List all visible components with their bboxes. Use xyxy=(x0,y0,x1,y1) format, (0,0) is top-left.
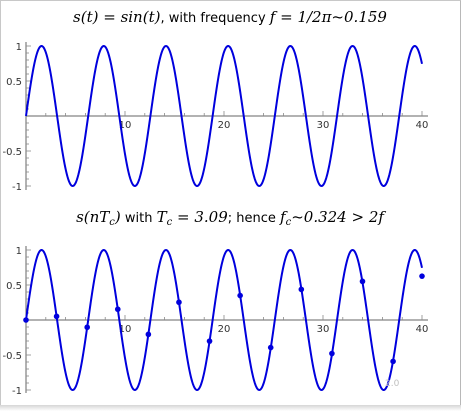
chart2-y-tick-label: 1 xyxy=(16,246,22,257)
chart2-sample-point xyxy=(53,313,60,320)
chart2-title-fc-sub: c xyxy=(286,217,292,228)
chart1-x-tick-label: 10 xyxy=(119,120,132,131)
chart2-sample-point xyxy=(298,286,305,293)
chart2-title-fc-rest: ~0.324 > 2f xyxy=(291,208,386,226)
watermark: 2.0 xyxy=(385,379,400,389)
chart1-series xyxy=(25,44,423,188)
chart1-y-tick-label: -1 xyxy=(12,182,22,193)
chart1-x-tick-label: 30 xyxy=(317,120,330,131)
chart1-title: s(t) = sin(t), with frequency f = 1/2π~0… xyxy=(73,8,387,26)
chart1-y-tick-label: 1 xyxy=(16,42,22,53)
chart2-y-tick-label: -1 xyxy=(12,386,22,397)
chart2-title-lhs: s(nT xyxy=(76,208,110,226)
chart2-x-tick-label: 20 xyxy=(218,324,231,335)
chart1-title-lhs: s(t) = sin(t) xyxy=(73,8,161,26)
chart2-sample-point xyxy=(23,317,29,323)
chart1-title-rhs: f = 1/2π~0.159 xyxy=(269,8,388,26)
chart2-x-tick-label: 40 xyxy=(416,324,429,335)
chart2-sample-point xyxy=(237,292,243,299)
chart2-ticks: 10 20 30 40 1 0.5 -0.5 -1 xyxy=(2,246,428,397)
chart2-title-mid1: with xyxy=(121,211,157,226)
figure-shadow xyxy=(0,405,461,411)
chart2-title-tc: T xyxy=(157,208,168,226)
chart1-plot: 10 20 30 40 1 0.5 -0.5 -1 xyxy=(2,42,428,193)
chart2-title: s(nTc) with Tc = 3.09; hence fc~0.324 > … xyxy=(76,208,386,228)
chart2-title-fc: f xyxy=(279,208,288,226)
chart2-sample-point xyxy=(329,350,335,357)
chart1-x-tick-label: 20 xyxy=(218,120,231,131)
chart2-sample-point xyxy=(84,324,90,331)
chart2-title-mid2: ; hence xyxy=(228,211,280,226)
chart1-y-tick-label: 0.5 xyxy=(6,77,22,88)
chart2-samples xyxy=(23,273,425,365)
chart2-sample-point xyxy=(206,338,213,344)
chart2-title-tc-sub: c xyxy=(167,217,173,228)
chart2-sample-point xyxy=(145,331,152,338)
chart2-sample-point xyxy=(176,299,182,306)
chart2-series xyxy=(25,248,423,392)
chart2-sample-point xyxy=(390,358,396,365)
chart2-y-tick-label: 0.5 xyxy=(6,281,22,292)
chart2-plot: 10 20 30 40 1 0.5 -0.5 -1 xyxy=(2,246,428,397)
chart2-sample-point xyxy=(419,273,425,279)
chart2-title-lhs-sub: c xyxy=(109,217,115,228)
chart1-y-tick-label: -0.5 xyxy=(2,147,22,158)
chart2-title-tc-rest: = 3.09 xyxy=(172,208,228,226)
chart1-x-tick-label: 40 xyxy=(416,120,429,131)
chart1-title-mid: , with frequency xyxy=(160,11,269,26)
chart2-x-tick-label: 10 xyxy=(119,324,132,335)
chart2-y-tick-label: -0.5 xyxy=(2,351,22,362)
chart2-sample-point xyxy=(114,306,121,313)
chart2-sine-line xyxy=(25,248,423,392)
chart2-sample-point xyxy=(359,278,366,285)
chart1-sine-line xyxy=(25,44,423,188)
chart2-x-tick-label: 30 xyxy=(317,324,330,335)
chart1-ticks: 10 20 30 40 1 0.5 -0.5 -1 xyxy=(2,42,428,193)
chart2-title-lhs-end: ) xyxy=(114,208,121,226)
chart2-sample-point xyxy=(267,344,274,351)
